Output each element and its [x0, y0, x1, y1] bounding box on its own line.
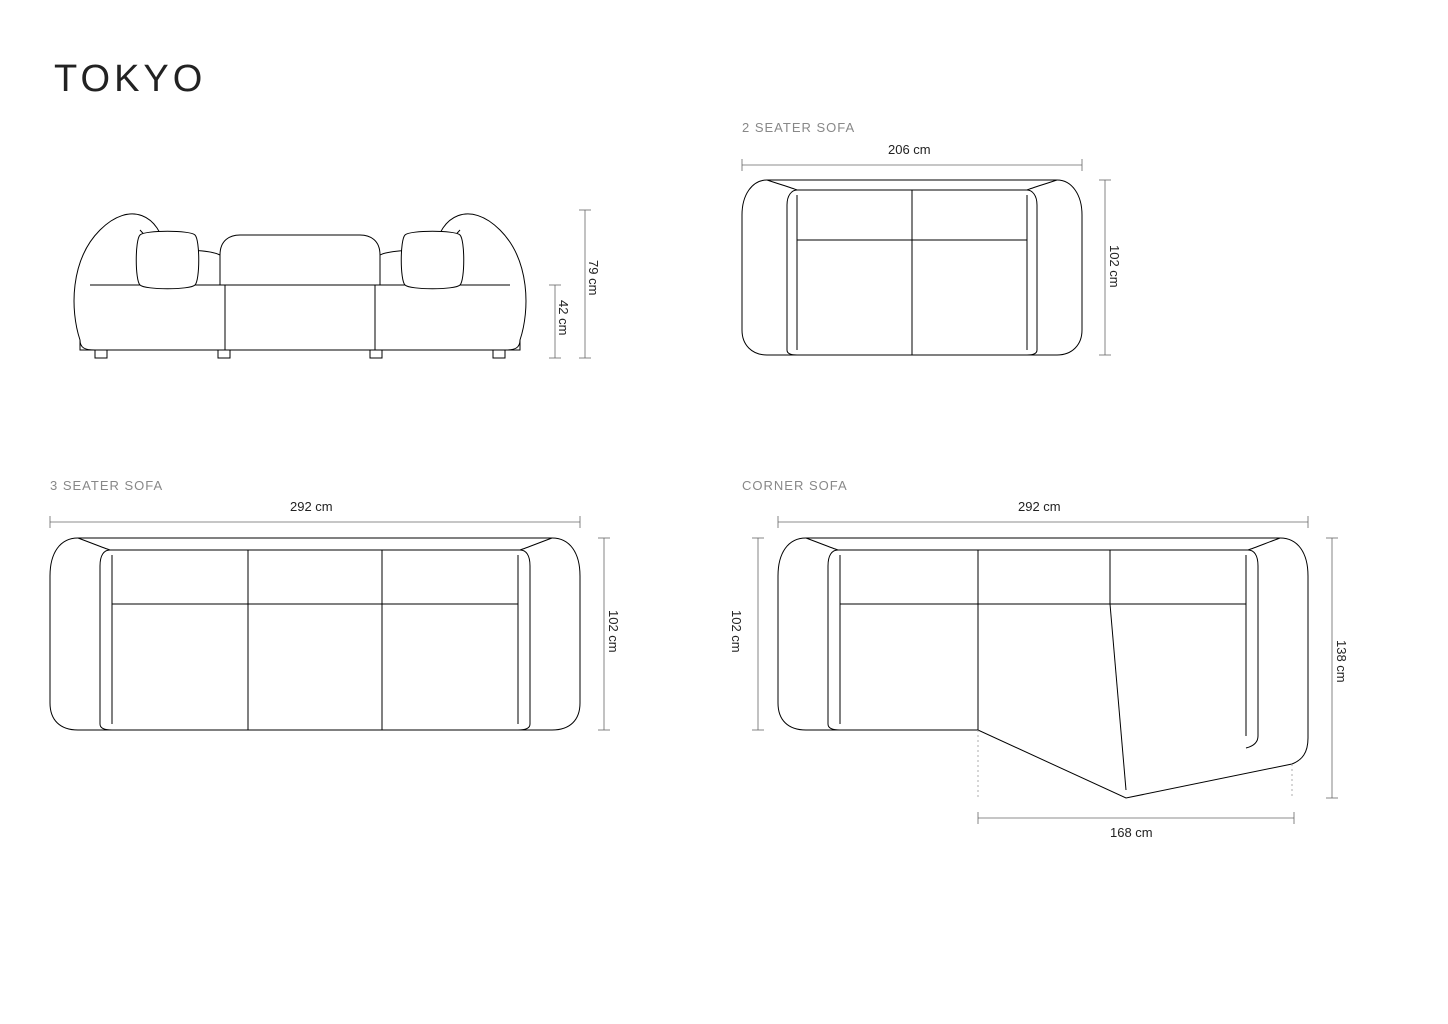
dim-cs-138: 138 cm — [1334, 640, 1349, 683]
label-corner: CORNER SOFA — [742, 478, 848, 493]
dim-3s-width — [50, 512, 580, 532]
sofa-corner-top — [778, 538, 1308, 803]
dim-cs-102: 102 cm — [729, 610, 744, 653]
sofa-3-seater-top — [50, 538, 580, 733]
dim-2s-102: 102 cm — [1107, 245, 1122, 288]
label-2-seater: 2 SEATER SOFA — [742, 120, 855, 135]
dim-cs-168: 168 cm — [1110, 825, 1153, 840]
sofa-front-elevation — [70, 200, 540, 380]
dim-2s-width — [742, 155, 1082, 175]
dim-front-42: 42 cm — [556, 300, 571, 335]
dim-cs-width — [778, 512, 1308, 532]
dim-3s-102: 102 cm — [606, 610, 621, 653]
dim-3s-292: 292 cm — [290, 499, 333, 514]
dim-cs-depth-left — [748, 538, 768, 733]
page-title: TOKYO — [54, 58, 206, 101]
sofa-2-seater-top — [742, 180, 1082, 360]
dim-cs-292: 292 cm — [1018, 499, 1061, 514]
dim-front-79: 79 cm — [586, 260, 601, 295]
dim-2s-206: 206 cm — [888, 142, 931, 157]
label-3-seater: 3 SEATER SOFA — [50, 478, 163, 493]
